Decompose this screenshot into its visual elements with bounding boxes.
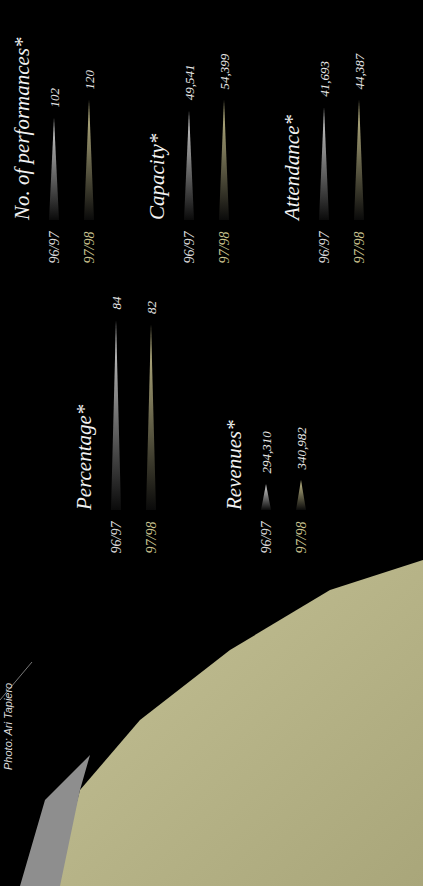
svg-text:120: 120 [82,70,97,90]
svg-text:97/98: 97/98 [82,232,97,264]
svg-text:96/97: 96/97 [259,521,274,554]
svg-text:96/97: 96/97 [317,231,332,264]
svg-text:96/97: 96/97 [182,231,197,264]
svg-text:84: 84 [109,296,124,310]
svg-text:102: 102 [47,88,62,108]
svg-text:41,693: 41,693 [317,61,332,97]
svg-text:97/98: 97/98 [144,522,159,554]
svg-text:97/98: 97/98 [294,522,309,554]
svg-text:294,310: 294,310 [259,431,274,474]
svg-text:97/98: 97/98 [352,232,367,264]
svg-text:44,387: 44,387 [352,53,367,89]
html-text:No. of performances*: No. of performances* [10,37,34,220]
svg-text:340,982: 340,982 [294,427,309,471]
html-text:Attendance*: Attendance* [280,115,304,220]
svg-text:49,541: 49,541 [182,64,197,100]
svg-text:96/97: 96/97 [47,231,62,264]
svg-text:96/97: 96/97 [109,521,124,554]
html-text:Revenues*: Revenues* [222,420,246,510]
html-text:Capacity*: Capacity* [145,133,169,220]
html-text:Percentage*: Percentage* [72,404,96,510]
html-text:Photo: Ari Tapiero: Photo: Ari Tapiero [2,682,14,770]
svg-text:54,399: 54,399 [217,53,232,89]
svg-text:97/98: 97/98 [217,232,232,264]
svg-text:82: 82 [144,301,159,315]
